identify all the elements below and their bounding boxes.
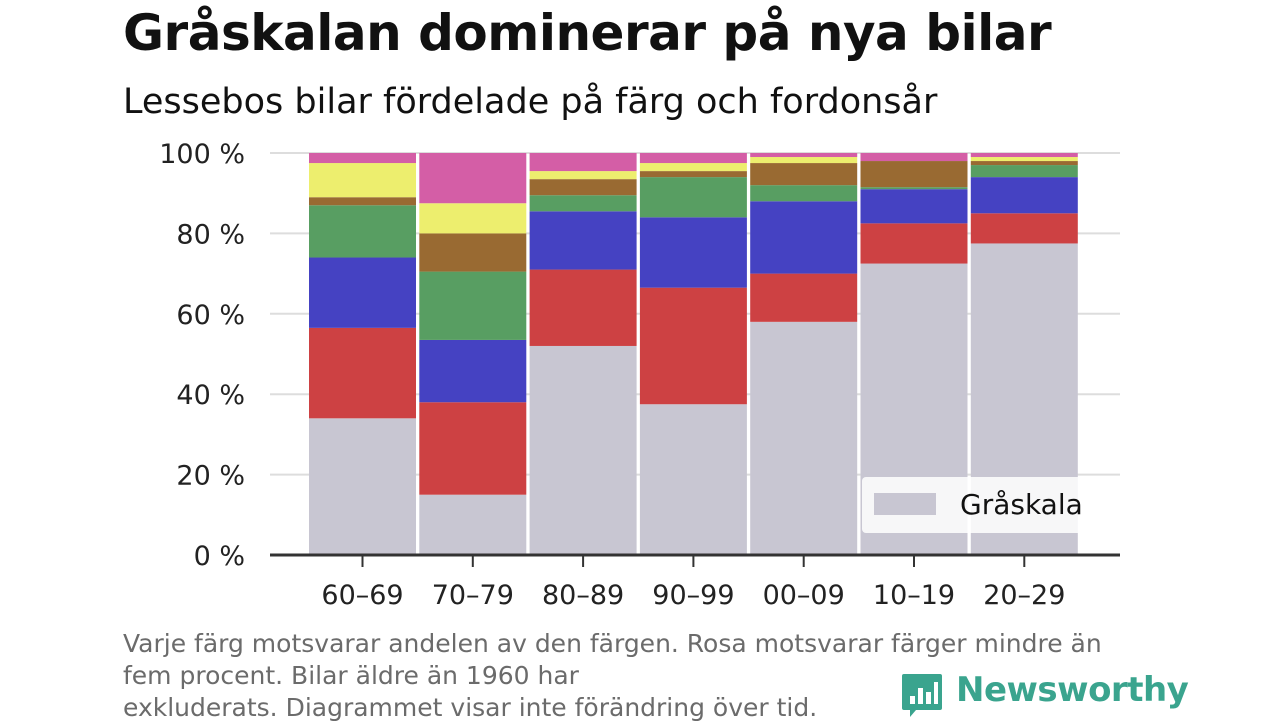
footnote-line-3: exkluderats. Diagrammet visar inte förän… [123,693,818,722]
bar-segment [529,269,637,346]
bar-segment [639,163,747,172]
bar-segment [529,211,637,270]
x-tick-label: 80–89 [542,580,624,611]
bar-segment [529,195,637,212]
bar-segment [309,205,416,258]
chart-footnote: Varje färg motsvarar andelen av den färg… [123,628,1133,724]
bar-segment [860,187,968,190]
bar-segment [419,271,527,340]
bar-segment [419,339,527,403]
bar-segment [750,273,858,322]
bar-segment [639,153,747,164]
y-tick-label: 60 % [176,300,245,331]
legend-swatch-graskala [874,493,936,515]
y-tick-label: 80 % [176,219,245,250]
bar-segment [750,157,858,164]
bar-segment [860,189,968,224]
x-tick-label: 70–79 [432,580,514,611]
x-tick-label: 20–29 [983,580,1065,611]
x-tick-label: 90–99 [652,580,734,611]
bar-segment [309,257,416,328]
bar-segment [419,494,527,555]
bar-segment [309,418,416,555]
bar-segment [970,177,1078,214]
legend-label-graskala: Gråskala [960,488,1083,521]
bar-segment [309,163,416,198]
bar-segment [860,153,968,162]
bar-segment [970,213,1078,244]
bar-segment [639,177,747,218]
x-tick-label: 60–69 [321,580,403,611]
bar-segment [529,171,637,180]
bar-segment [750,153,858,158]
bar-segment [529,153,637,172]
bar-segment [750,163,858,186]
footnote-line-1: Varje färg motsvarar andelen av den färg… [123,629,1102,658]
bar-segment [639,404,747,555]
bar-segment [639,287,747,405]
bar-segment [309,327,416,419]
bar-segment [750,201,858,274]
y-tick-label: 20 % [176,461,245,492]
y-tick-label: 40 % [176,380,245,411]
bar-segment [860,223,968,264]
bar-segment [750,321,858,555]
newsworthy-chart-icon [902,674,942,717]
stacked-bar-chart: 0 % 20 % 40 % 60 % 80 % 100 % 60–69 70–79 80–89 9… [159,139,1120,611]
x-tick-label: 10–19 [873,580,955,611]
bar-segment [309,153,416,164]
bar-segment [970,157,1078,162]
bar-segment [419,153,527,204]
bar-segment [309,197,416,206]
footnote-line-2: fem procent. Bilar äldre än 1960 har [123,661,579,690]
legend-box [862,477,1102,533]
chart-subtitle: Lessebos bilar fördelade på färg och for… [123,82,938,122]
y-tick-label: 0 % [194,541,245,572]
bar-segment [529,179,637,196]
bar-segment [419,233,527,272]
bar-segment [639,217,747,288]
bar-segment [639,171,747,178]
bar-segment [860,161,968,188]
bar-segment [529,345,637,555]
bar-segment [419,203,527,234]
bar-segment [970,165,1078,178]
newsworthy-logo: Newsworthy [900,670,1189,720]
bar-segment [970,161,1078,166]
bar-segment [750,185,858,202]
y-tick-label: 100 % [159,139,245,170]
chart-title: Gråskalan dominerar på nya bilar [123,4,1052,62]
bar-segment [419,402,527,495]
newsworthy-wordmark: Newsworthy [956,670,1189,710]
x-tick-label: 00–09 [763,580,845,611]
bar-segment [970,153,1078,158]
